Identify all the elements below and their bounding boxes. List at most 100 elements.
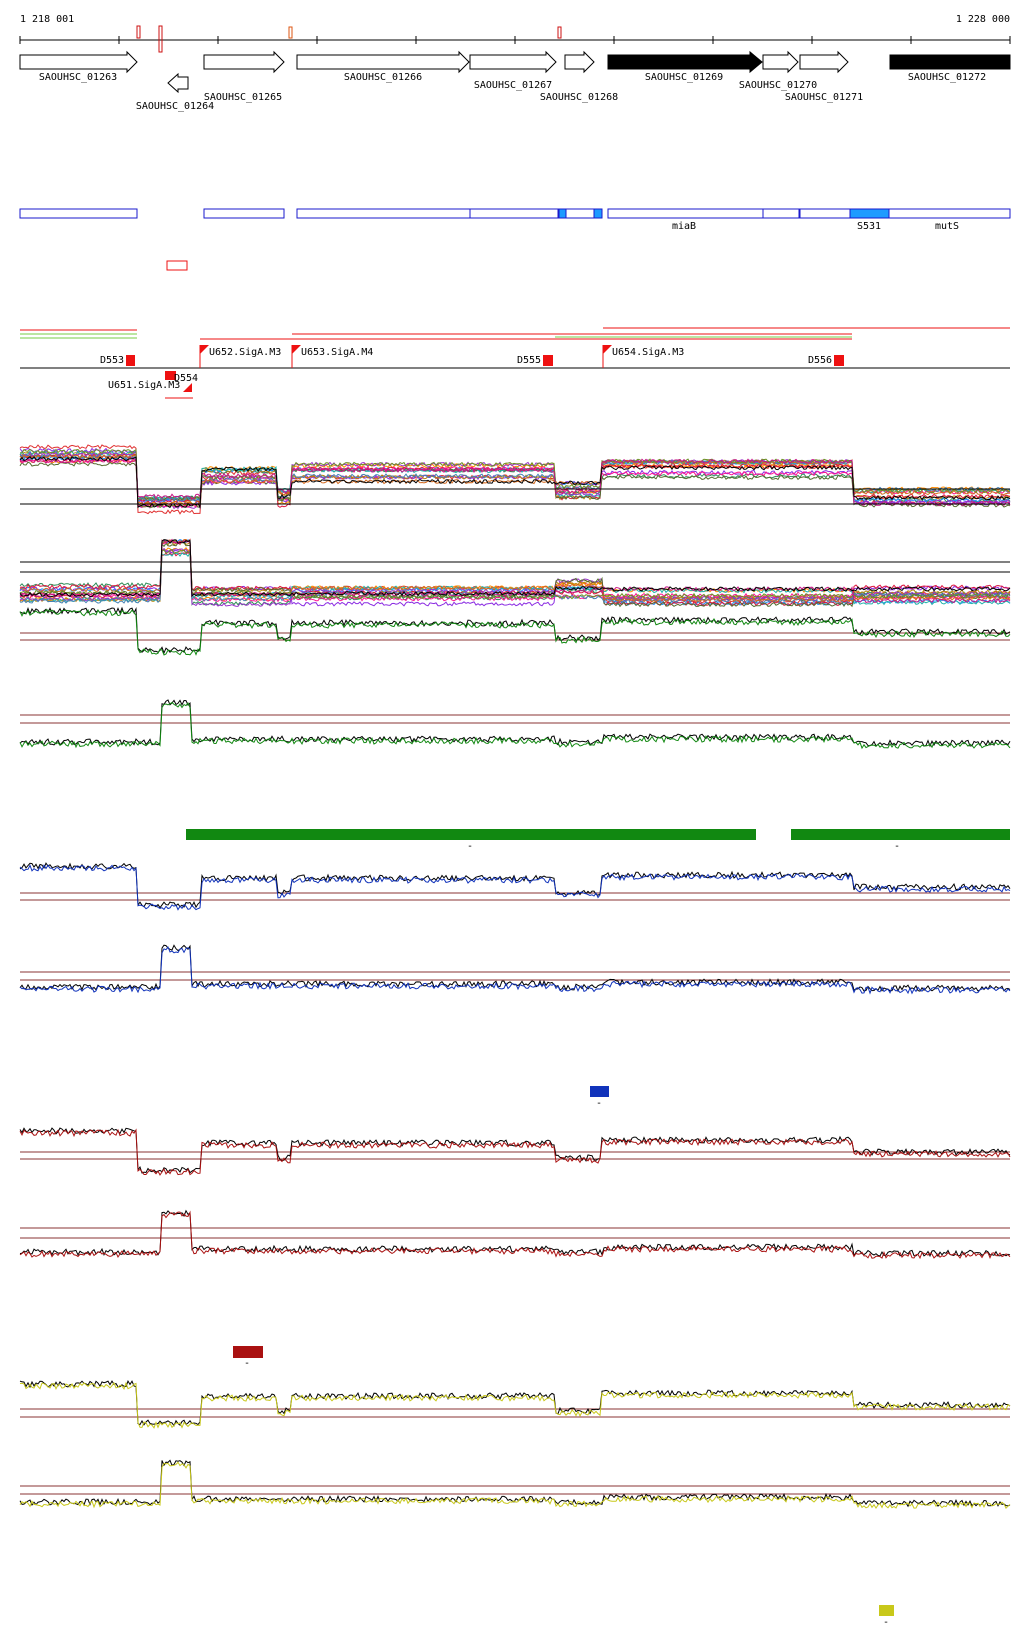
annotation-box[interactable] [565, 208, 595, 219]
feature-label: U652.SigA.M3 [209, 347, 281, 358]
profile-line [19, 946, 1011, 995]
annotation-box[interactable] [296, 208, 471, 219]
feature-d555[interactable]: D555 [517, 355, 553, 366]
segment-marker: - [467, 841, 473, 852]
profile-line [19, 606, 1011, 655]
segment-marker: - [883, 1617, 889, 1628]
profile-line [19, 454, 1011, 503]
gene-track: SAOUHSC_01263 SAOUHSC_01264 SAOUHSC_0126… [19, 50, 1011, 112]
gene-arrow [203, 50, 285, 74]
gene-arrow [762, 50, 799, 74]
downshift-marker [834, 355, 844, 366]
gene-saouhsc-01270[interactable]: SAOUHSC_01270 [739, 50, 817, 91]
upshift-marker [603, 345, 612, 354]
feature-label: D556 [808, 355, 832, 366]
profile-line [19, 458, 1011, 506]
feature-u652[interactable]: U652.SigA.M3 [199, 345, 281, 368]
feature-u653[interactable]: U653.SigA.M4 [291, 345, 373, 368]
yellow-condition-profile [19, 1379, 1011, 1429]
ruler-marker [557, 26, 562, 39]
gene-arrow [19, 50, 138, 74]
gene-saouhsc-01267[interactable]: SAOUHSC_01267 [469, 50, 557, 91]
feature-u651[interactable]: U651.SigA.M3 [108, 380, 192, 392]
feature-d554[interactable]: D554 [165, 371, 198, 384]
gene-arrow [607, 50, 763, 74]
profile-line [19, 699, 1011, 748]
annotation-box[interactable] [469, 208, 559, 219]
yellow-condition-profile-2 [19, 1459, 1011, 1510]
annotation-box[interactable] [593, 208, 603, 219]
upshift-marker [183, 383, 192, 392]
annotation-box-muts[interactable] [888, 208, 1011, 219]
gene-label: SAOUHSC_01268 [540, 92, 618, 103]
annotation-box-miab[interactable] [607, 208, 764, 219]
annotation-box[interactable] [19, 208, 138, 219]
profile-line [19, 457, 1011, 509]
green-condition-profile [19, 606, 1011, 656]
ruler-marker [136, 25, 141, 39]
feature-label: D555 [517, 355, 541, 366]
downshift-marker [543, 355, 553, 366]
gene-saouhsc-01271[interactable]: SAOUHSC_01271 [785, 50, 863, 103]
segment-marker: - [244, 1358, 250, 1369]
feature-label: D553 [100, 355, 124, 366]
profile-line [19, 1210, 1011, 1260]
profile-line [19, 1127, 1011, 1174]
annotation-box[interactable] [762, 208, 800, 219]
upshift-marker [200, 345, 209, 354]
blue-segment[interactable] [590, 1086, 609, 1097]
gene-label: SAOUHSC_01272 [908, 72, 986, 83]
feature-label: U653.SigA.M4 [301, 347, 373, 358]
profile-line [19, 701, 1011, 750]
feature-label: D554 [174, 373, 198, 384]
gene-saouhsc-01264[interactable]: SAOUHSC_01264 [136, 72, 214, 112]
profile-line [19, 609, 1011, 656]
gene-saouhsc-01266[interactable]: SAOUHSC_01266 [296, 50, 470, 83]
green-segment[interactable] [186, 829, 756, 840]
green-segment[interactable] [791, 829, 1010, 840]
profile-line [19, 458, 1011, 507]
profile-line [19, 1128, 1011, 1176]
red-condition-profile-2 [19, 1209, 1011, 1260]
gene-saouhsc-01269[interactable]: SAOUHSC_01269 [607, 50, 763, 83]
red-condition-profile [19, 1127, 1011, 1176]
feature-d556[interactable]: D556 [808, 355, 844, 366]
end-coordinate: 1 228 000 [956, 14, 1010, 25]
feature-label: U654.SigA.M3 [612, 347, 684, 358]
profile-line [19, 539, 1011, 598]
annotation-label: miaB [672, 221, 696, 232]
gene-saouhsc-01268[interactable]: SAOUHSC_01268 [540, 50, 618, 103]
gene-saouhsc-01272[interactable]: SAOUHSC_01272 [889, 54, 1011, 83]
yellow-segment[interactable] [879, 1605, 894, 1616]
feature-d553[interactable]: D553 [100, 355, 135, 366]
blue-condition-profile [19, 862, 1011, 911]
gene-saouhsc-01263[interactable]: SAOUHSC_01263 [19, 50, 138, 83]
feature-u654[interactable]: U654.SigA.M3 [602, 345, 684, 368]
gene-label: SAOUHSC_01266 [344, 72, 422, 83]
red-segment[interactable] [233, 1346, 263, 1358]
gene-label: SAOUHSC_01264 [136, 101, 214, 112]
annotation-box[interactable] [203, 208, 285, 219]
gene-saouhsc-01265[interactable]: SAOUHSC_01265 [203, 50, 285, 103]
annotation-box[interactable] [558, 208, 567, 219]
gene-label: SAOUHSC_01271 [785, 92, 863, 103]
gene-arrow [469, 50, 557, 74]
profile-line [19, 542, 1011, 608]
annotation-box-red[interactable] [166, 260, 188, 271]
profile-line [19, 548, 1011, 600]
gene-label: SAOUHSC_01269 [645, 72, 723, 83]
gene-label: SAOUHSC_01267 [474, 80, 552, 91]
annotation-label: mutS [935, 221, 959, 232]
segment-marker: - [894, 841, 900, 852]
annotation-box[interactable] [799, 208, 851, 219]
green-condition-profile-2 [19, 699, 1011, 750]
gene-arrow [799, 50, 849, 74]
feature-label: U651.SigA.M3 [108, 380, 180, 391]
segment-bars: - - - - - [186, 829, 1010, 1628]
profile-line [19, 1379, 1011, 1427]
profile-line [19, 538, 1011, 603]
feature-track: D553 D554 U651.SigA.M3 U652.SigA.M3 U653… [20, 327, 1010, 399]
start-coordinate: 1 218 001 [20, 14, 74, 25]
annotation-box-s531[interactable] [849, 208, 890, 219]
